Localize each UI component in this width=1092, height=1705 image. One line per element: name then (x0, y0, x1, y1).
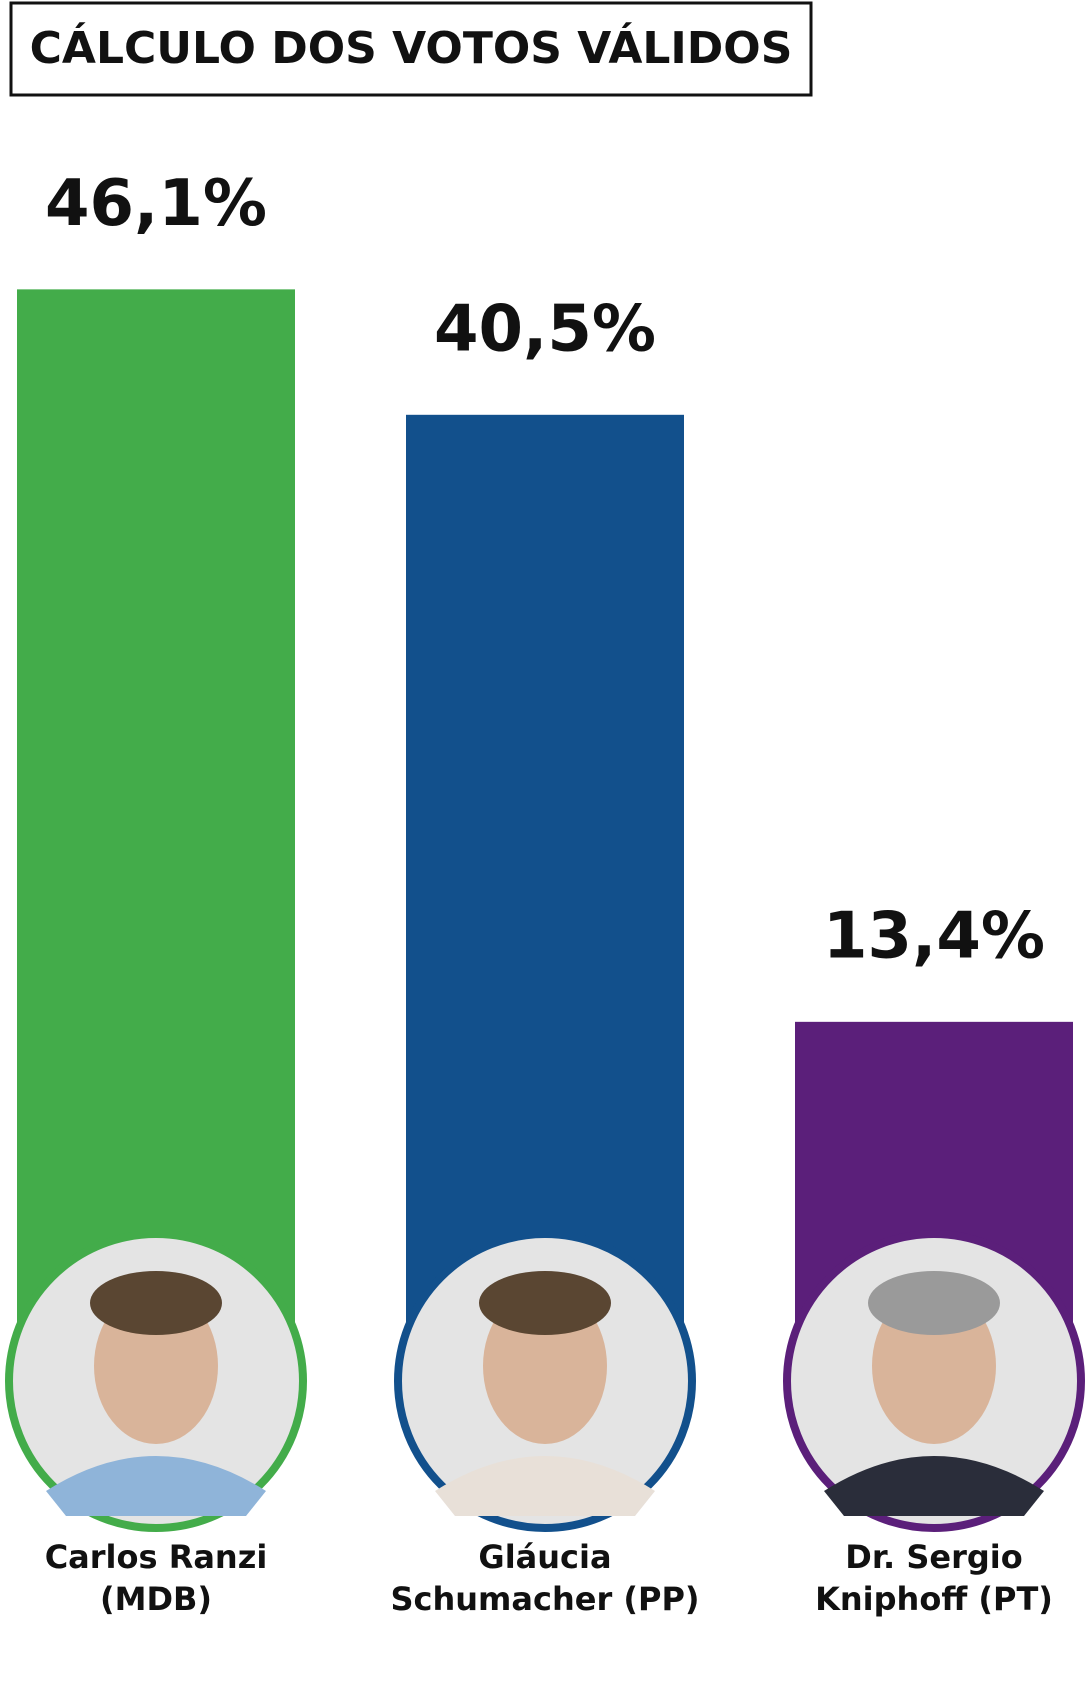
photo-shoulders (824, 1456, 1044, 1516)
value-label: 40,5% (434, 292, 656, 366)
bar (17, 289, 295, 1382)
category-label: Gláucia Schumacher (PP) (390, 1538, 699, 1618)
title-box (9, 1, 813, 97)
photo-shoulders (435, 1456, 655, 1516)
photo-shoulders (46, 1456, 266, 1516)
photo-hair (90, 1271, 222, 1335)
value-label: 46,1% (45, 167, 267, 241)
photo-hair (868, 1271, 1000, 1335)
bar (406, 414, 684, 1382)
chart-title: CÁLCULO DOS VOTOS VÁLIDOS (30, 21, 793, 74)
category-label: Carlos Ranzi (MDB) (45, 1538, 268, 1618)
value-label: 13,4% (823, 899, 1045, 973)
photo-hair (479, 1271, 611, 1335)
category-label: Dr. Sergio Kniphoff (PT) (815, 1538, 1053, 1618)
